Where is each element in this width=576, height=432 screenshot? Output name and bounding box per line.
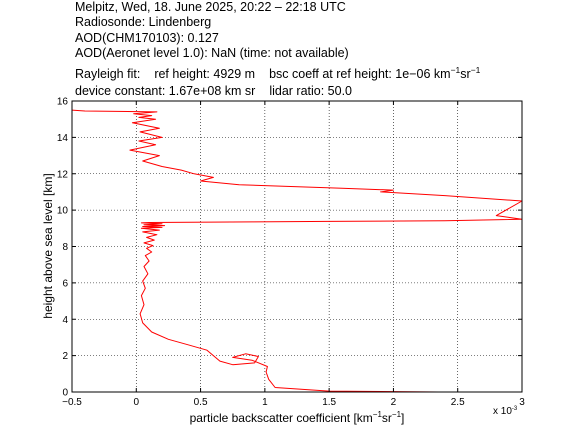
plot-title-location: Melpitz, Wed, 18. June 2025, 20:22 – 22:… [75,0,346,14]
device-constant-line: device constant: 1.67e+08 km sr lidar rat… [75,84,352,99]
bsc-coeff-prefix: bsc coeff at ref height: 1e−06 km [269,67,451,81]
x-axis-scale-base: x 10 [493,406,512,417]
radiosonde-info: Radiosonde: Lindenberg [75,15,212,29]
x-axis-scale-factor: x 10-3 [493,406,518,417]
aod-aeronet-info: AOD(Aeronet level 1.0): NaN (time: not a… [75,46,349,60]
y-tick-label: 4 [62,315,68,326]
y-tick-label: 14 [57,133,69,144]
y-tick-label: 6 [62,278,68,289]
x-tick-label: 2.5 [451,397,465,408]
y-tick-label: 10 [57,206,69,217]
y-tick-label: 12 [57,169,69,180]
x-axis-label-sr: sr [382,411,392,425]
x-axis-label-prefix: particle backscatter coefficient [km [190,411,373,425]
x-tick-label: 0 [134,397,140,408]
bsc-coeff-sr: sr [460,67,471,81]
x-axis-label-sr-exponent: −1 [392,410,402,419]
device-constant-info: device constant: 1.67e+08 km sr [75,84,256,98]
lidar-ratio-info: lidar ratio: 50.0 [269,84,352,98]
rayleigh-fit-label: Rayleigh fit: [75,67,141,81]
ref-height-info: ref height: 4929 m [154,67,256,81]
x-tick-label: −0.5 [62,397,82,408]
x-axis-label-km-exponent: −1 [373,410,383,419]
x-tick-label: 1 [262,397,268,408]
x-axis-scale-exponent: -3 [512,406,518,412]
data-series [71,109,523,393]
bsc-coeff-km-exponent: −1 [450,64,461,75]
rayleigh-fit-line: Rayleigh fit: ref height: 4929 m bsc coeff… [75,64,481,82]
y-tick-label: 16 [57,97,69,108]
aod-chm-info: AOD(CHM170103): 0.127 [75,31,219,45]
bsc-coeff-sr-exponent: −1 [470,64,481,75]
y-tick-label: 2 [62,351,68,362]
y-axis-label: height above sea level [km] [41,173,55,318]
x-axis-label: particle backscatter coefficient [km−1sr… [190,410,405,425]
y-tick-label: 8 [62,242,68,253]
x-tick-label: 2 [391,397,397,408]
x-axis-label-end: ] [401,411,404,425]
grid-lines [72,101,522,392]
x-tick-label: 1.5 [322,397,336,408]
x-tick-label: 0.5 [194,397,208,408]
backscatter-profile-line-0 [71,109,523,393]
y-tick-label: 0 [62,388,68,399]
x-tick-label: 3 [519,397,525,408]
bsc-coeff-info: bsc coeff at ref height: 1e−06 km−1sr−1 [269,64,481,81]
